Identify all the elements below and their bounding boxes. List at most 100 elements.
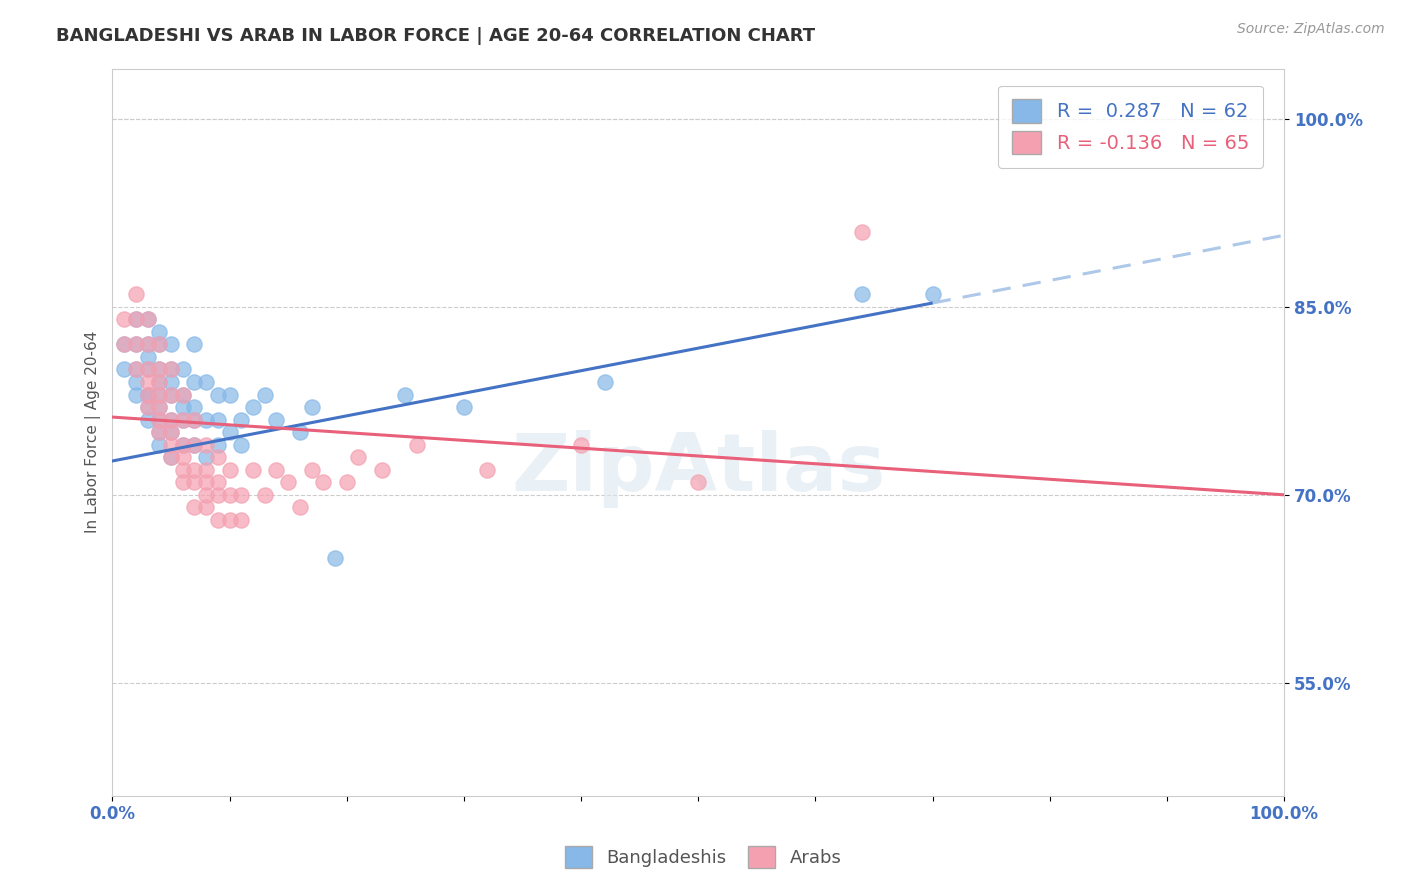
Point <box>125 312 148 326</box>
Point <box>136 387 159 401</box>
Point <box>148 400 170 414</box>
Point <box>136 375 159 389</box>
Point <box>160 412 183 426</box>
Point <box>148 387 170 401</box>
Point <box>125 337 148 351</box>
Point <box>453 400 475 414</box>
Point <box>207 438 229 452</box>
Point <box>160 387 183 401</box>
Point <box>136 400 159 414</box>
Point <box>312 475 335 490</box>
Point <box>183 337 205 351</box>
Point <box>207 450 229 465</box>
Point <box>148 362 170 376</box>
Point <box>148 425 170 439</box>
Point <box>136 362 159 376</box>
Point <box>136 400 159 414</box>
Point <box>112 337 135 351</box>
Point <box>242 400 264 414</box>
Point <box>125 312 148 326</box>
Point <box>172 463 194 477</box>
Point <box>231 438 253 452</box>
Point <box>195 475 218 490</box>
Point <box>183 412 205 426</box>
Point <box>136 387 159 401</box>
Point <box>172 362 194 376</box>
Point <box>148 412 170 426</box>
Point <box>195 488 218 502</box>
Point <box>172 387 194 401</box>
Point <box>288 500 311 515</box>
Point <box>218 488 240 502</box>
Point <box>301 400 323 414</box>
Point <box>148 337 170 351</box>
Point <box>148 400 170 414</box>
Point <box>195 463 218 477</box>
Point <box>160 412 183 426</box>
Point <box>148 387 170 401</box>
Point <box>851 225 873 239</box>
Point <box>172 412 194 426</box>
Point <box>195 438 218 452</box>
Point <box>172 400 194 414</box>
Point <box>183 500 205 515</box>
Point <box>136 412 159 426</box>
Point <box>569 438 592 452</box>
Point <box>231 412 253 426</box>
Point <box>160 375 183 389</box>
Point <box>288 425 311 439</box>
Point <box>160 425 183 439</box>
Text: ZipAtlas: ZipAtlas <box>510 430 886 508</box>
Point <box>406 438 429 452</box>
Point <box>183 412 205 426</box>
Point <box>266 463 288 477</box>
Point <box>160 450 183 465</box>
Legend: Bangladeshis, Arabs: Bangladeshis, Arabs <box>554 835 852 879</box>
Point <box>195 500 218 515</box>
Point <box>125 375 148 389</box>
Point <box>112 312 135 326</box>
Point <box>112 362 135 376</box>
Point <box>183 463 205 477</box>
Point <box>136 337 159 351</box>
Point <box>207 488 229 502</box>
Point <box>277 475 299 490</box>
Point <box>160 387 183 401</box>
Point <box>172 387 194 401</box>
Point <box>148 438 170 452</box>
Point <box>183 375 205 389</box>
Point <box>148 337 170 351</box>
Point <box>160 438 183 452</box>
Point <box>218 425 240 439</box>
Point <box>136 337 159 351</box>
Point <box>172 438 194 452</box>
Point <box>172 412 194 426</box>
Point <box>136 362 159 376</box>
Point <box>136 350 159 364</box>
Text: Source: ZipAtlas.com: Source: ZipAtlas.com <box>1237 22 1385 37</box>
Point <box>160 362 183 376</box>
Point <box>593 375 616 389</box>
Point <box>347 450 370 465</box>
Point <box>231 488 253 502</box>
Point <box>148 412 170 426</box>
Legend: R =  0.287   N = 62, R = -0.136   N = 65: R = 0.287 N = 62, R = -0.136 N = 65 <box>998 86 1263 168</box>
Point <box>172 438 194 452</box>
Point <box>183 438 205 452</box>
Point <box>160 450 183 465</box>
Point <box>195 375 218 389</box>
Point <box>218 387 240 401</box>
Point <box>136 312 159 326</box>
Point <box>477 463 499 477</box>
Point <box>207 475 229 490</box>
Point <box>218 463 240 477</box>
Point <box>172 475 194 490</box>
Point <box>125 337 148 351</box>
Point <box>253 387 276 401</box>
Text: BANGLADESHI VS ARAB IN LABOR FORCE | AGE 20-64 CORRELATION CHART: BANGLADESHI VS ARAB IN LABOR FORCE | AGE… <box>56 27 815 45</box>
Point <box>218 513 240 527</box>
Point <box>125 362 148 376</box>
Point <box>195 412 218 426</box>
Point <box>371 463 394 477</box>
Point <box>112 337 135 351</box>
